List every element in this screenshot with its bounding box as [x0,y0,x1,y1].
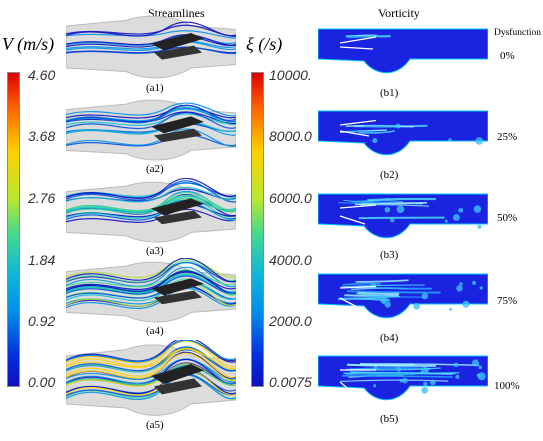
velocity-axis-label: V (m/s) [2,34,55,54]
vorticity-tick: 6000.0 [269,190,312,206]
velocity-tick: 1.84 [28,252,56,268]
vorticity-tick-min: 0.0075 [269,374,312,390]
vorticity-caption: (b1) [380,87,399,99]
streamline-panel [66,258,236,323]
stream-caption: (a3) [146,245,164,257]
vorticity-panel [318,273,488,319]
velocity-tick: 0.92 [28,313,56,329]
dysfunction-header: Dysfunction [494,28,541,38]
vorticity-panel [318,110,488,156]
vorticity-tick: 4000.0 [269,252,312,268]
velocity-tick: 2.76 [28,190,56,206]
vorticity-tick-max: 10000. [269,67,312,83]
streamline-panel [66,178,236,243]
streamline-panel [66,15,236,79]
vorticity-caption: (b2) [380,169,399,181]
vorticity-tick: 8000.0 [269,128,312,144]
vorticity-colorbar [251,72,264,387]
vorticity-panel [318,193,488,239]
dysfunction-value: 100% [494,380,520,392]
vorticity-panel [318,28,488,74]
vorticity-caption: (b4) [380,332,399,344]
velocity-tick-min: 0.00 [28,374,56,390]
vorticity-panel [318,355,488,401]
dysfunction-value: 50% [497,212,518,224]
dysfunction-value: 75% [497,295,518,307]
stream-caption: (a1) [146,82,164,94]
streamline-panel [66,340,236,416]
velocity-colorbar [7,72,20,387]
dysfunction-value: 25% [497,131,518,143]
dysfunction-value: 0% [500,50,515,62]
stream-caption: (a2) [146,163,164,175]
stream-caption: (a5) [146,419,164,431]
stream-caption: (a4) [146,325,164,337]
vorticity-caption: (b3) [380,249,399,261]
vorticity-axis-label: ξ (/s) [246,34,283,54]
streamline-panel [66,99,236,161]
velocity-tick-max: 4.60 [28,67,56,83]
vorticity-header: Vorticity [378,6,420,20]
vorticity-caption: (b5) [380,413,399,425]
vorticity-tick: 2000.0 [269,313,312,329]
velocity-tick: 3.68 [28,128,56,144]
